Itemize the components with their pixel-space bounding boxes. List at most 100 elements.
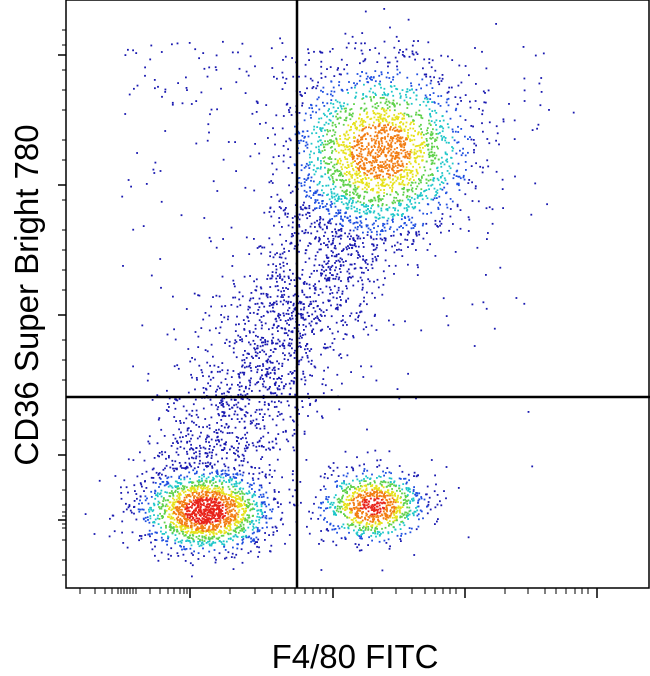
event-dot: [329, 222, 332, 225]
event-dot: [430, 148, 433, 151]
event-dot: [399, 143, 401, 146]
event-dot: [319, 181, 321, 183]
event-dot: [281, 476, 283, 479]
event-dot: [352, 188, 355, 191]
event-dot: [168, 513, 171, 516]
event-dot: [196, 520, 199, 522]
event-dot: [443, 186, 446, 189]
event-dot: [238, 482, 241, 485]
event-dot: [308, 205, 311, 207]
event-dot: [154, 489, 156, 492]
event-dot: [188, 462, 191, 465]
event-dot: [163, 509, 166, 512]
event-dot: [189, 481, 192, 483]
event-dot: [397, 153, 400, 156]
event-dot: [195, 523, 197, 526]
event-dot: [330, 102, 332, 105]
event-dot: [365, 225, 368, 228]
event-dot: [221, 488, 224, 491]
event-dot: [356, 228, 359, 231]
event-dot: [351, 201, 354, 204]
event-dot: [108, 535, 111, 538]
event-dot: [448, 141, 450, 144]
event-dot: [322, 192, 325, 194]
event-dot: [224, 496, 227, 498]
event-dot: [361, 537, 363, 540]
event-dot: [244, 450, 247, 452]
event-dot: [397, 130, 400, 133]
event-dot: [321, 150, 324, 152]
event-dot: [426, 203, 429, 205]
event-dot: [184, 521, 186, 524]
event-dot: [377, 205, 380, 208]
event-dot: [187, 509, 190, 512]
event-dot: [397, 505, 400, 508]
event-dot: [251, 532, 254, 535]
event-dot: [396, 199, 399, 202]
event-dot: [406, 76, 409, 79]
event-dot: [412, 492, 414, 495]
event-dot: [224, 512, 227, 514]
event-dot: [320, 175, 323, 178]
event-dot: [350, 484, 352, 487]
event-dot: [340, 166, 343, 168]
event-dot: [301, 230, 304, 233]
event-dot: [411, 88, 413, 91]
event-dot: [371, 489, 374, 492]
event-dot: [167, 476, 170, 479]
event-dot: [320, 530, 322, 532]
event-dot: [180, 519, 183, 522]
event-dot: [378, 124, 381, 127]
event-dot: [370, 236, 373, 239]
event-dot: [165, 531, 167, 534]
event-dot: [221, 481, 224, 484]
event-dot: [403, 186, 405, 189]
event-dot: [416, 156, 418, 159]
event-dot: [389, 510, 392, 512]
event-dot: [274, 372, 276, 375]
event-dot: [162, 539, 165, 541]
event-dot: [247, 516, 250, 519]
event-dot: [407, 182, 410, 184]
event-dot: [373, 488, 376, 490]
event-dot: [400, 540, 402, 542]
event-dot: [344, 450, 347, 453]
event-dot: [173, 365, 176, 368]
event-dot: [215, 505, 218, 507]
event-dot: [264, 322, 267, 325]
event-dot: [266, 278, 269, 280]
event-dot: [379, 476, 382, 478]
event-dot: [212, 527, 215, 530]
event-dot: [448, 172, 451, 175]
event-dot: [353, 502, 355, 505]
event-dot: [366, 191, 369, 194]
event-dot: [376, 191, 379, 193]
event-dot: [360, 123, 363, 126]
event-dot: [189, 531, 192, 534]
event-dot: [365, 224, 368, 227]
event-dot: [179, 508, 182, 511]
event-dot: [403, 149, 406, 151]
event-dot: [452, 223, 454, 225]
event-dot: [185, 512, 187, 515]
event-dot: [340, 149, 343, 152]
event-dot: [357, 486, 360, 488]
event-dot: [451, 136, 454, 139]
event-dot: [339, 500, 342, 503]
event-dot: [396, 136, 399, 139]
event-dot: [230, 528, 232, 531]
event-dot: [338, 195, 340, 198]
event-dot: [178, 502, 181, 505]
event-dot: [314, 199, 317, 201]
event-dot: [237, 454, 239, 457]
event-dot: [350, 499, 353, 502]
event-dot: [194, 508, 197, 510]
event-dot: [350, 108, 353, 110]
event-dot: [427, 100, 430, 103]
event-dot: [215, 537, 218, 540]
event-dot: [405, 196, 408, 199]
event-dot: [198, 545, 201, 548]
event-dot: [399, 490, 401, 492]
event-dot: [376, 177, 378, 180]
event-dot: [414, 493, 416, 496]
